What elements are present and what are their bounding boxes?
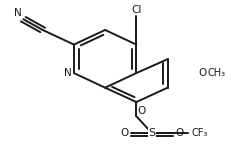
- Text: O: O: [176, 128, 184, 138]
- Text: S: S: [148, 128, 155, 138]
- Text: N: N: [14, 8, 22, 18]
- Text: O: O: [120, 128, 128, 138]
- Text: N: N: [63, 68, 71, 78]
- Text: CH₃: CH₃: [207, 68, 226, 78]
- Text: Cl: Cl: [131, 5, 141, 15]
- Text: O: O: [137, 106, 146, 116]
- Text: CF₃: CF₃: [191, 128, 208, 138]
- Text: O: O: [199, 68, 207, 78]
